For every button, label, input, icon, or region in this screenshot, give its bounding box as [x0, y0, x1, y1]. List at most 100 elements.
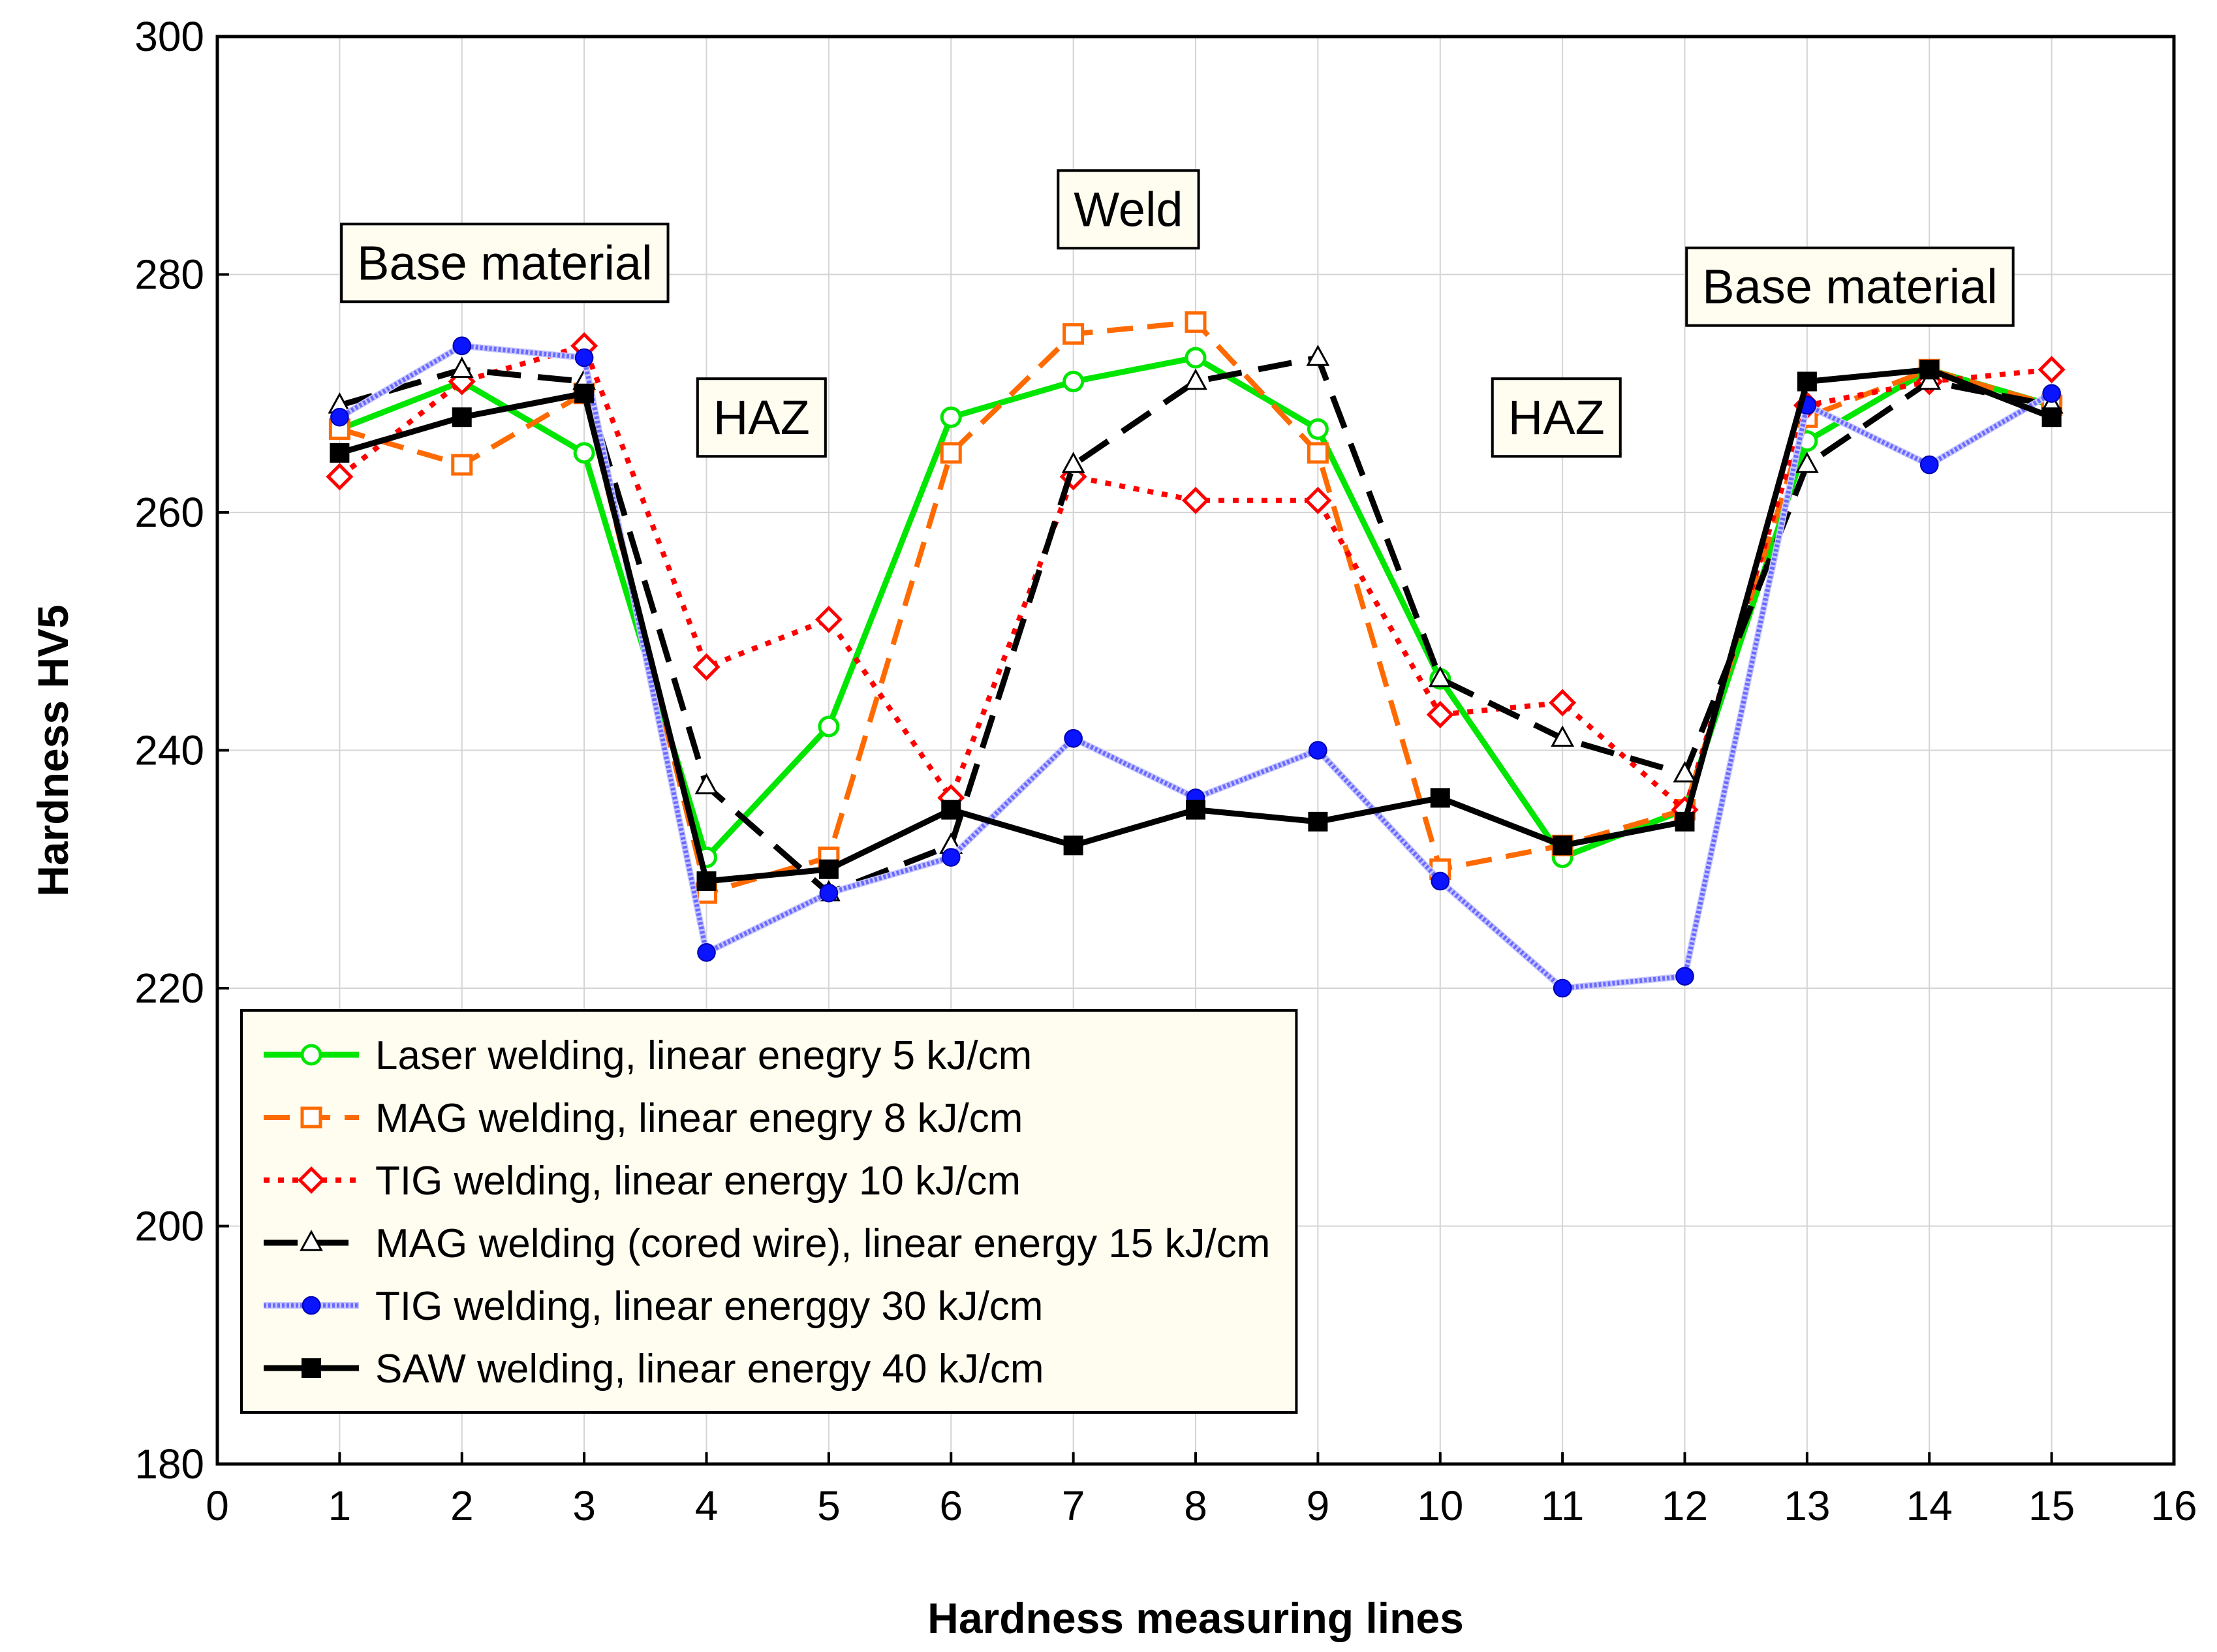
y-tick-label: 220	[134, 965, 204, 1012]
data-point	[330, 443, 350, 463]
data-point	[1062, 371, 1085, 393]
x-tick-label: 6	[939, 1482, 963, 1529]
data-point	[1795, 452, 1819, 473]
data-point	[1186, 800, 1205, 820]
y-tick-label: 200	[134, 1203, 204, 1250]
series-layer	[326, 311, 2066, 998]
region-label-text: Weld	[1074, 182, 1183, 236]
data-point	[1308, 811, 1328, 832]
region-label: HAZ	[696, 377, 827, 458]
x-axis-ticks: 0 1 2 3 4 5 6 7 8 9 10 11 12 13 14 15 16	[206, 1452, 2197, 1529]
data-point	[692, 653, 721, 681]
x-tick-label: 15	[2028, 1482, 2075, 1529]
legend-label: SAW welding, linear energy 40 kJ/cm	[375, 1347, 1044, 1392]
y-tick-label: 240	[134, 727, 204, 774]
region-label: Base material	[1685, 246, 2015, 327]
region-label: Weld	[1057, 169, 1200, 250]
region-label-box	[1057, 169, 1200, 250]
data-point	[2038, 356, 2066, 384]
data-point	[574, 348, 594, 367]
legend-swatch-marker	[302, 1358, 321, 1378]
annotations: Base material Weld HAZ HAZ Base material	[340, 169, 2015, 458]
data-point	[1426, 700, 1454, 728]
data-point	[2042, 384, 2061, 403]
legend-entry: MAG welding, linear enegry 8 kJ/cm	[264, 1096, 1023, 1141]
data-point	[1185, 347, 1207, 369]
x-tick-label: 9	[1307, 1482, 1330, 1529]
legend-swatch-marker	[300, 1106, 322, 1129]
data-point	[814, 605, 843, 634]
data-point	[1549, 689, 1577, 717]
legend-label: TIG welding, linear energy 10 kJ/cm	[375, 1159, 1021, 1204]
data-point	[1306, 345, 1330, 366]
data-point	[1431, 871, 1450, 891]
x-tick-label: 11	[1541, 1482, 1584, 1529]
y-tick-label: 180	[134, 1441, 204, 1488]
x-tick-label: 5	[817, 1482, 841, 1529]
x-tick-label: 8	[1184, 1482, 1207, 1529]
data-point	[818, 859, 839, 879]
data-point	[1304, 486, 1332, 514]
data-point	[1919, 455, 1939, 475]
legend-entry: MAG welding (cored wire), linear energy …	[264, 1221, 1270, 1266]
y-tick-label: 260	[134, 489, 204, 536]
data-point	[818, 715, 840, 738]
data-point	[1064, 728, 1083, 748]
data-point	[452, 336, 472, 356]
x-tick-label: 7	[1062, 1482, 1085, 1529]
data-point	[1181, 486, 1210, 514]
data-point	[697, 943, 716, 962]
data-point	[1428, 666, 1452, 687]
data-point	[1185, 311, 1207, 333]
data-point	[1675, 967, 1694, 986]
x-tick-label: 13	[1784, 1482, 1830, 1529]
legend-entry: TIG welding, linear energy 10 kJ/cm	[264, 1159, 1021, 1204]
data-point	[1553, 835, 1573, 856]
region-label-box	[1491, 377, 1622, 458]
legend-label: MAG welding, linear enegry 8 kJ/cm	[375, 1096, 1023, 1141]
data-point	[819, 883, 839, 903]
data-point	[1675, 811, 1695, 832]
series-line	[339, 354, 2053, 896]
region-label: HAZ	[1491, 377, 1622, 458]
region-label-box	[340, 223, 670, 304]
data-point	[940, 442, 962, 464]
legend-swatch-marker	[297, 1166, 326, 1194]
data-point	[450, 356, 474, 378]
region-label: Base material	[340, 223, 670, 304]
legend-label: MAG welding (cored wire), linear energy …	[375, 1221, 1270, 1266]
data-point	[574, 383, 595, 403]
data-point	[1919, 360, 1940, 380]
data-point	[694, 773, 719, 794]
region-label-text: Base material	[357, 236, 652, 290]
region-label-text: HAZ	[713, 390, 810, 444]
legend-label: Laser welding, linear enegry 5 kJ/cm	[375, 1033, 1032, 1078]
data-point	[1307, 418, 1329, 440]
x-tick-label: 0	[206, 1482, 229, 1529]
data-point	[330, 407, 349, 427]
data-point	[1061, 452, 1085, 473]
grid	[217, 37, 2174, 1464]
data-point	[1062, 323, 1085, 345]
data-point	[1184, 368, 1207, 390]
legend-box	[240, 1009, 1298, 1414]
data-point	[1307, 442, 1329, 464]
data-point	[2041, 407, 2062, 428]
data-point	[1063, 835, 1083, 856]
data-point	[1917, 368, 1942, 390]
legend-swatch-marker	[300, 1230, 323, 1251]
legend-swatch-marker	[302, 1296, 321, 1315]
data-point	[326, 463, 354, 491]
x-tick-label: 14	[1906, 1482, 1953, 1529]
y-tick-label: 300	[134, 13, 204, 60]
x-tick-label: 12	[1662, 1482, 1708, 1529]
region-label-text: Base material	[1702, 260, 1997, 314]
series-6	[330, 360, 2062, 891]
data-point	[1551, 725, 1575, 747]
y-axis-ticks: 180 200 220 240 260 280 300	[134, 13, 229, 1488]
x-tick-label: 16	[2150, 1482, 2197, 1529]
legend: Laser welding, linear enegry 5 kJ/cm MAG …	[240, 1009, 1298, 1414]
legend-entry: TIG welding, linear energgy 30 kJ/cm	[264, 1284, 1043, 1329]
data-point	[1673, 761, 1697, 783]
region-label-text: HAZ	[1508, 390, 1605, 444]
